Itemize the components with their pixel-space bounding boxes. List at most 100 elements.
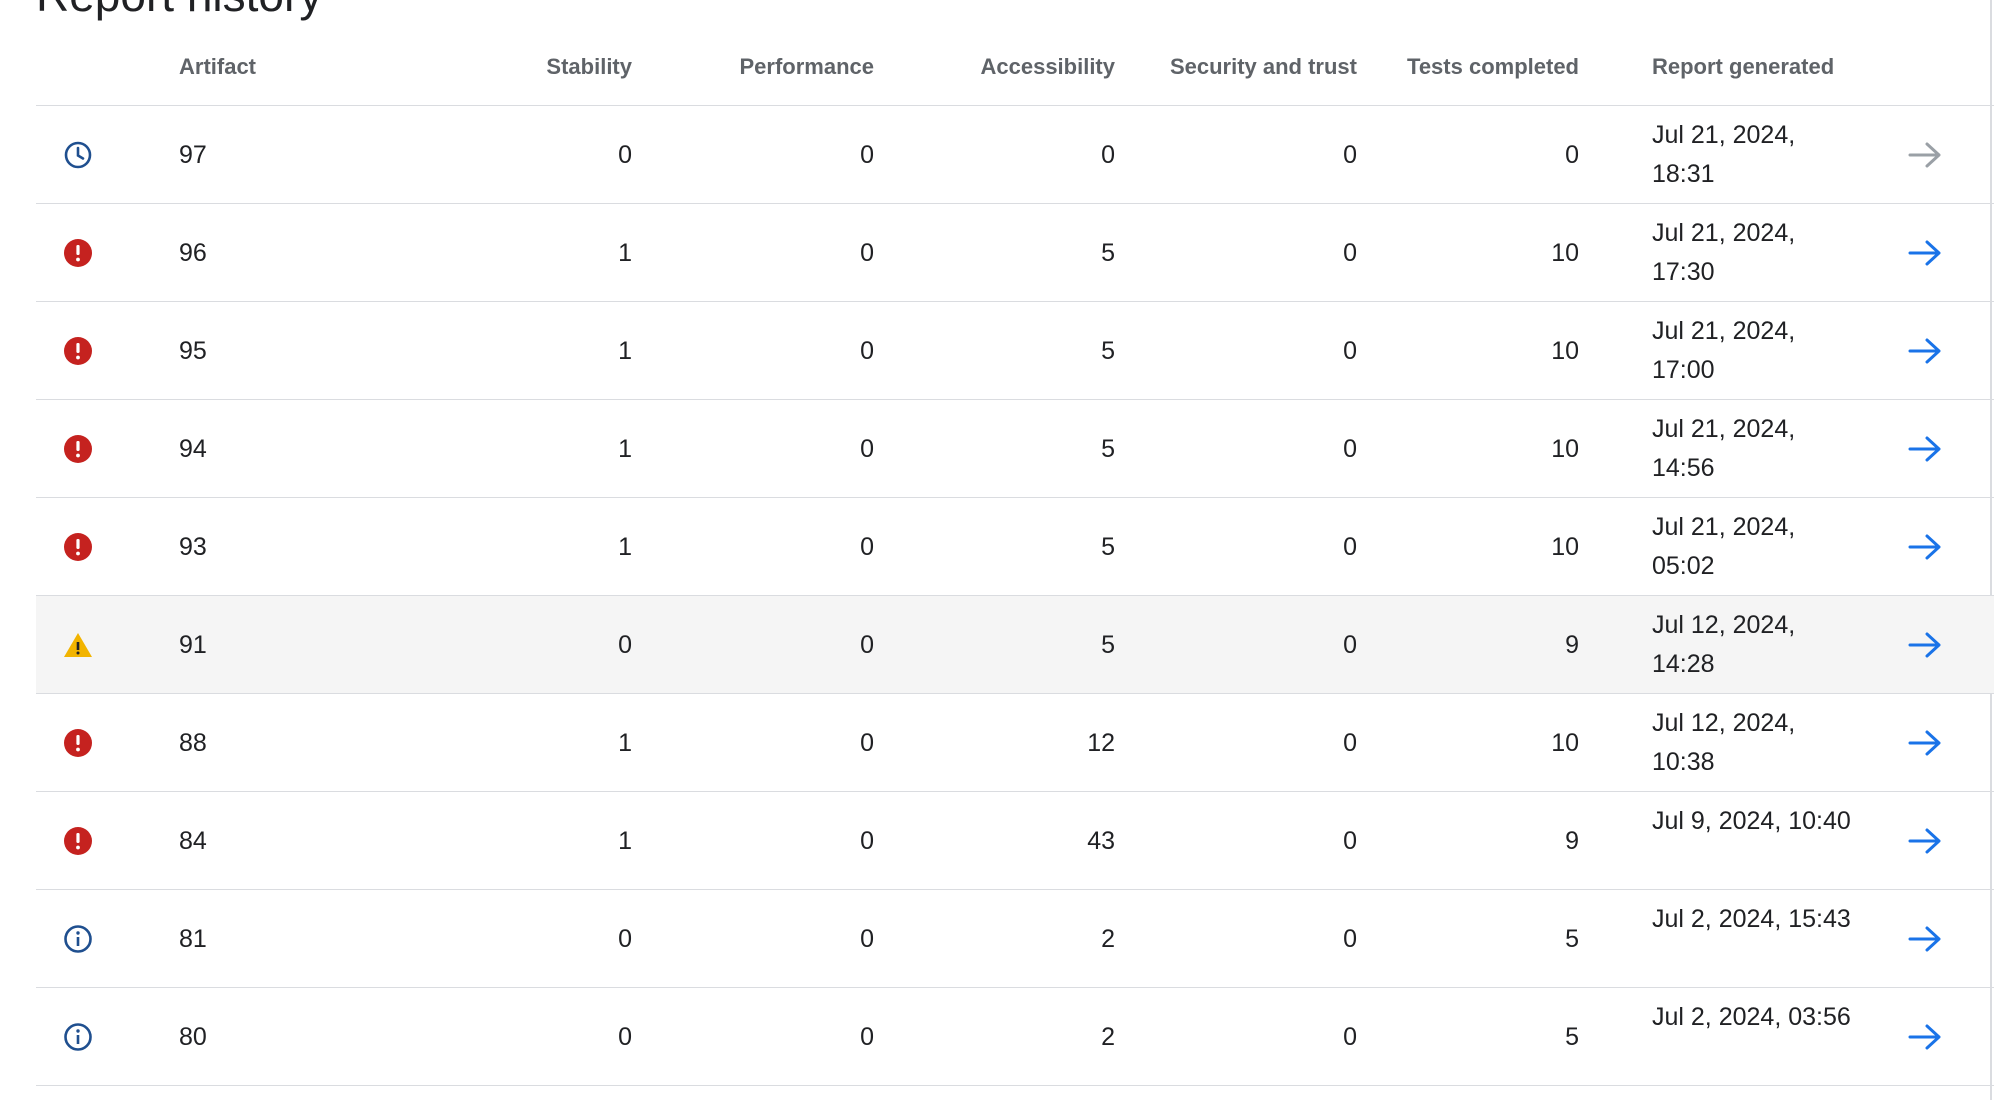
cell-value: 2 (1101, 1023, 1115, 1051)
row-divider (36, 791, 1994, 792)
panel-edge (1990, 0, 1992, 1100)
row-divider (36, 889, 1994, 890)
row-divider (36, 399, 1994, 400)
cell-value: 0 (860, 435, 874, 463)
status-icon (63, 336, 93, 366)
cell-value: 96 (179, 239, 207, 267)
status-icon (63, 826, 93, 856)
cell-value: 0 (860, 1023, 874, 1051)
report-date: Jul 2, 2024, 03:56 (1652, 1003, 1851, 1031)
cell-value: 0 (618, 1023, 632, 1051)
cell-value: 12 (1087, 729, 1115, 757)
cell-value: 0 (1565, 141, 1579, 169)
row-divider (36, 301, 1994, 302)
cell-value: 10 (1551, 533, 1579, 561)
cell-value: 88 (179, 729, 207, 757)
status-icon (63, 434, 93, 464)
cell-value: 1 (618, 337, 632, 365)
status-icon (63, 238, 93, 268)
cell-value: 81 (179, 925, 207, 953)
cell-value: 0 (618, 141, 632, 169)
cell-value: 5 (1101, 533, 1115, 561)
cell-value: 5 (1101, 337, 1115, 365)
row-divider (36, 693, 1994, 694)
open-report-arrow[interactable] (1907, 532, 1943, 562)
column-header: Stability (546, 54, 632, 79)
cell-value: 0 (860, 533, 874, 561)
column-header: Security and trust (1169, 54, 1357, 79)
open-report-arrow[interactable] (1907, 140, 1943, 170)
status-icon (63, 532, 93, 562)
cell-value: 9 (1565, 631, 1579, 659)
cell-value: 1 (618, 729, 632, 757)
cell-value: 10 (1551, 239, 1579, 267)
report-date: Jul 21, 2024, 18:31 (1652, 121, 1796, 188)
cell-value: 9 (1565, 827, 1579, 855)
cell-value: 0 (1343, 337, 1357, 365)
report-date: Jul 12, 2024, 10:38 (1652, 709, 1796, 776)
header-divider (36, 105, 1994, 106)
row-divider (36, 1085, 1994, 1086)
cell-value: 1 (618, 239, 632, 267)
cell-value: 0 (1343, 141, 1357, 169)
cell-value: 5 (1101, 435, 1115, 463)
cell-value: 0 (1343, 435, 1357, 463)
report-date: Jul 12, 2024, 14:28 (1652, 611, 1796, 678)
cell-value: 5 (1565, 925, 1579, 953)
cell-value: 0 (860, 141, 874, 169)
cell-value: 0 (1343, 631, 1357, 659)
report-date: Jul 21, 2024, 14:56 (1652, 415, 1796, 482)
cell-value: 10 (1551, 435, 1579, 463)
cell-value: 95 (179, 337, 207, 365)
cell-value: 5 (1101, 631, 1115, 659)
cell-value: 0 (1343, 239, 1357, 267)
cell-value: 80 (179, 1023, 207, 1051)
status-icon (63, 728, 93, 758)
cell-value: 0 (1343, 533, 1357, 561)
column-header: Tests completed (1407, 54, 1579, 79)
cell-value: 0 (618, 925, 632, 953)
report-date: Jul 21, 2024, 05:02 (1652, 513, 1796, 580)
open-report-arrow[interactable] (1907, 336, 1943, 366)
open-report-arrow[interactable] (1907, 826, 1943, 856)
cell-value: 0 (860, 337, 874, 365)
cell-value: 0 (618, 631, 632, 659)
cell-value: 0 (1343, 925, 1357, 953)
cell-value: 0 (1343, 827, 1357, 855)
open-report-arrow[interactable] (1907, 728, 1943, 758)
open-report-arrow[interactable] (1907, 630, 1943, 660)
cell-value: 93 (179, 533, 207, 561)
cell-value: 1 (618, 435, 632, 463)
report-date: Jul 9, 2024, 10:40 (1652, 807, 1851, 835)
table-row[interactable] (36, 596, 1994, 693)
column-header: Performance (739, 54, 874, 79)
cell-value: 0 (1101, 141, 1115, 169)
cell-value: 2 (1101, 925, 1115, 953)
row-divider (36, 497, 1994, 498)
status-icon (63, 1022, 93, 1052)
open-report-arrow[interactable] (1907, 924, 1943, 954)
cell-value: 43 (1087, 827, 1115, 855)
cell-value: 1 (618, 827, 632, 855)
cell-value: 0 (860, 925, 874, 953)
cell-value: 97 (179, 141, 207, 169)
cell-value: 84 (179, 827, 207, 855)
row-divider (36, 203, 1994, 204)
cell-value: 5 (1565, 1023, 1579, 1051)
open-report-arrow[interactable] (1907, 238, 1943, 268)
cell-value: 10 (1551, 337, 1579, 365)
column-header: Report generated (1652, 54, 1835, 79)
column-header: Accessibility (980, 54, 1115, 79)
open-report-arrow[interactable] (1907, 1022, 1943, 1052)
open-report-arrow[interactable] (1907, 434, 1943, 464)
cell-value: 5 (1101, 239, 1115, 267)
page-title: Report history (36, 0, 322, 20)
cell-value: 91 (179, 631, 207, 659)
row-divider (36, 987, 1994, 988)
column-header: Artifact (179, 54, 257, 79)
row-divider (36, 595, 1994, 596)
cell-value: 1 (618, 533, 632, 561)
cell-value: 0 (860, 239, 874, 267)
status-icon (63, 630, 93, 660)
